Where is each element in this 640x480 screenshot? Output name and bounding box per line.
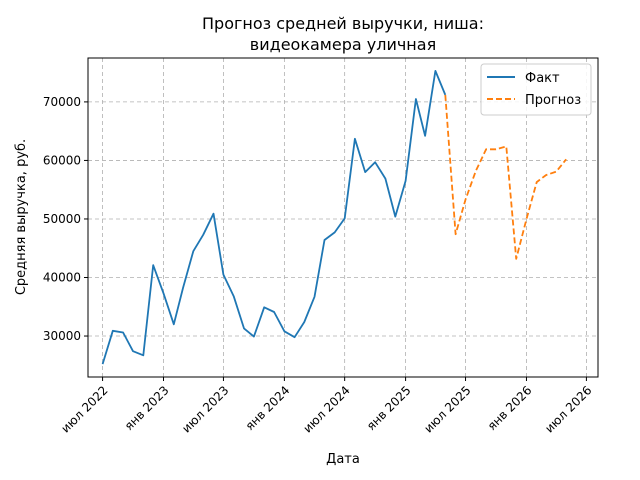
y-tick-label: 50000 [43,212,81,226]
legend-label-forecast: Прогноз [525,93,581,108]
legend-label-fact: Факт [525,71,560,86]
x-axis-label: Дата [326,452,360,467]
plot-frame [87,57,599,378]
grid [88,58,598,377]
chart-title-line-2: видеокамера уличная [250,35,436,54]
y-axis-label: Средняя выручка, руб. [14,139,29,295]
y-tick-label: 30000 [43,329,81,343]
series-line-fact [101,70,447,365]
y-axis-ticks: 30000 40000 50000 60000 70000 [43,95,88,343]
series-line-forecast [444,94,567,260]
series-layer [101,70,567,365]
y-tick-label: 70000 [43,95,81,109]
chart-title-line-1: Прогноз средней выручки, ниша: [202,14,484,33]
legend: Факт Прогноз [480,63,592,116]
y-tick-label: 60000 [43,153,81,167]
y-tick-label: 40000 [43,270,81,284]
